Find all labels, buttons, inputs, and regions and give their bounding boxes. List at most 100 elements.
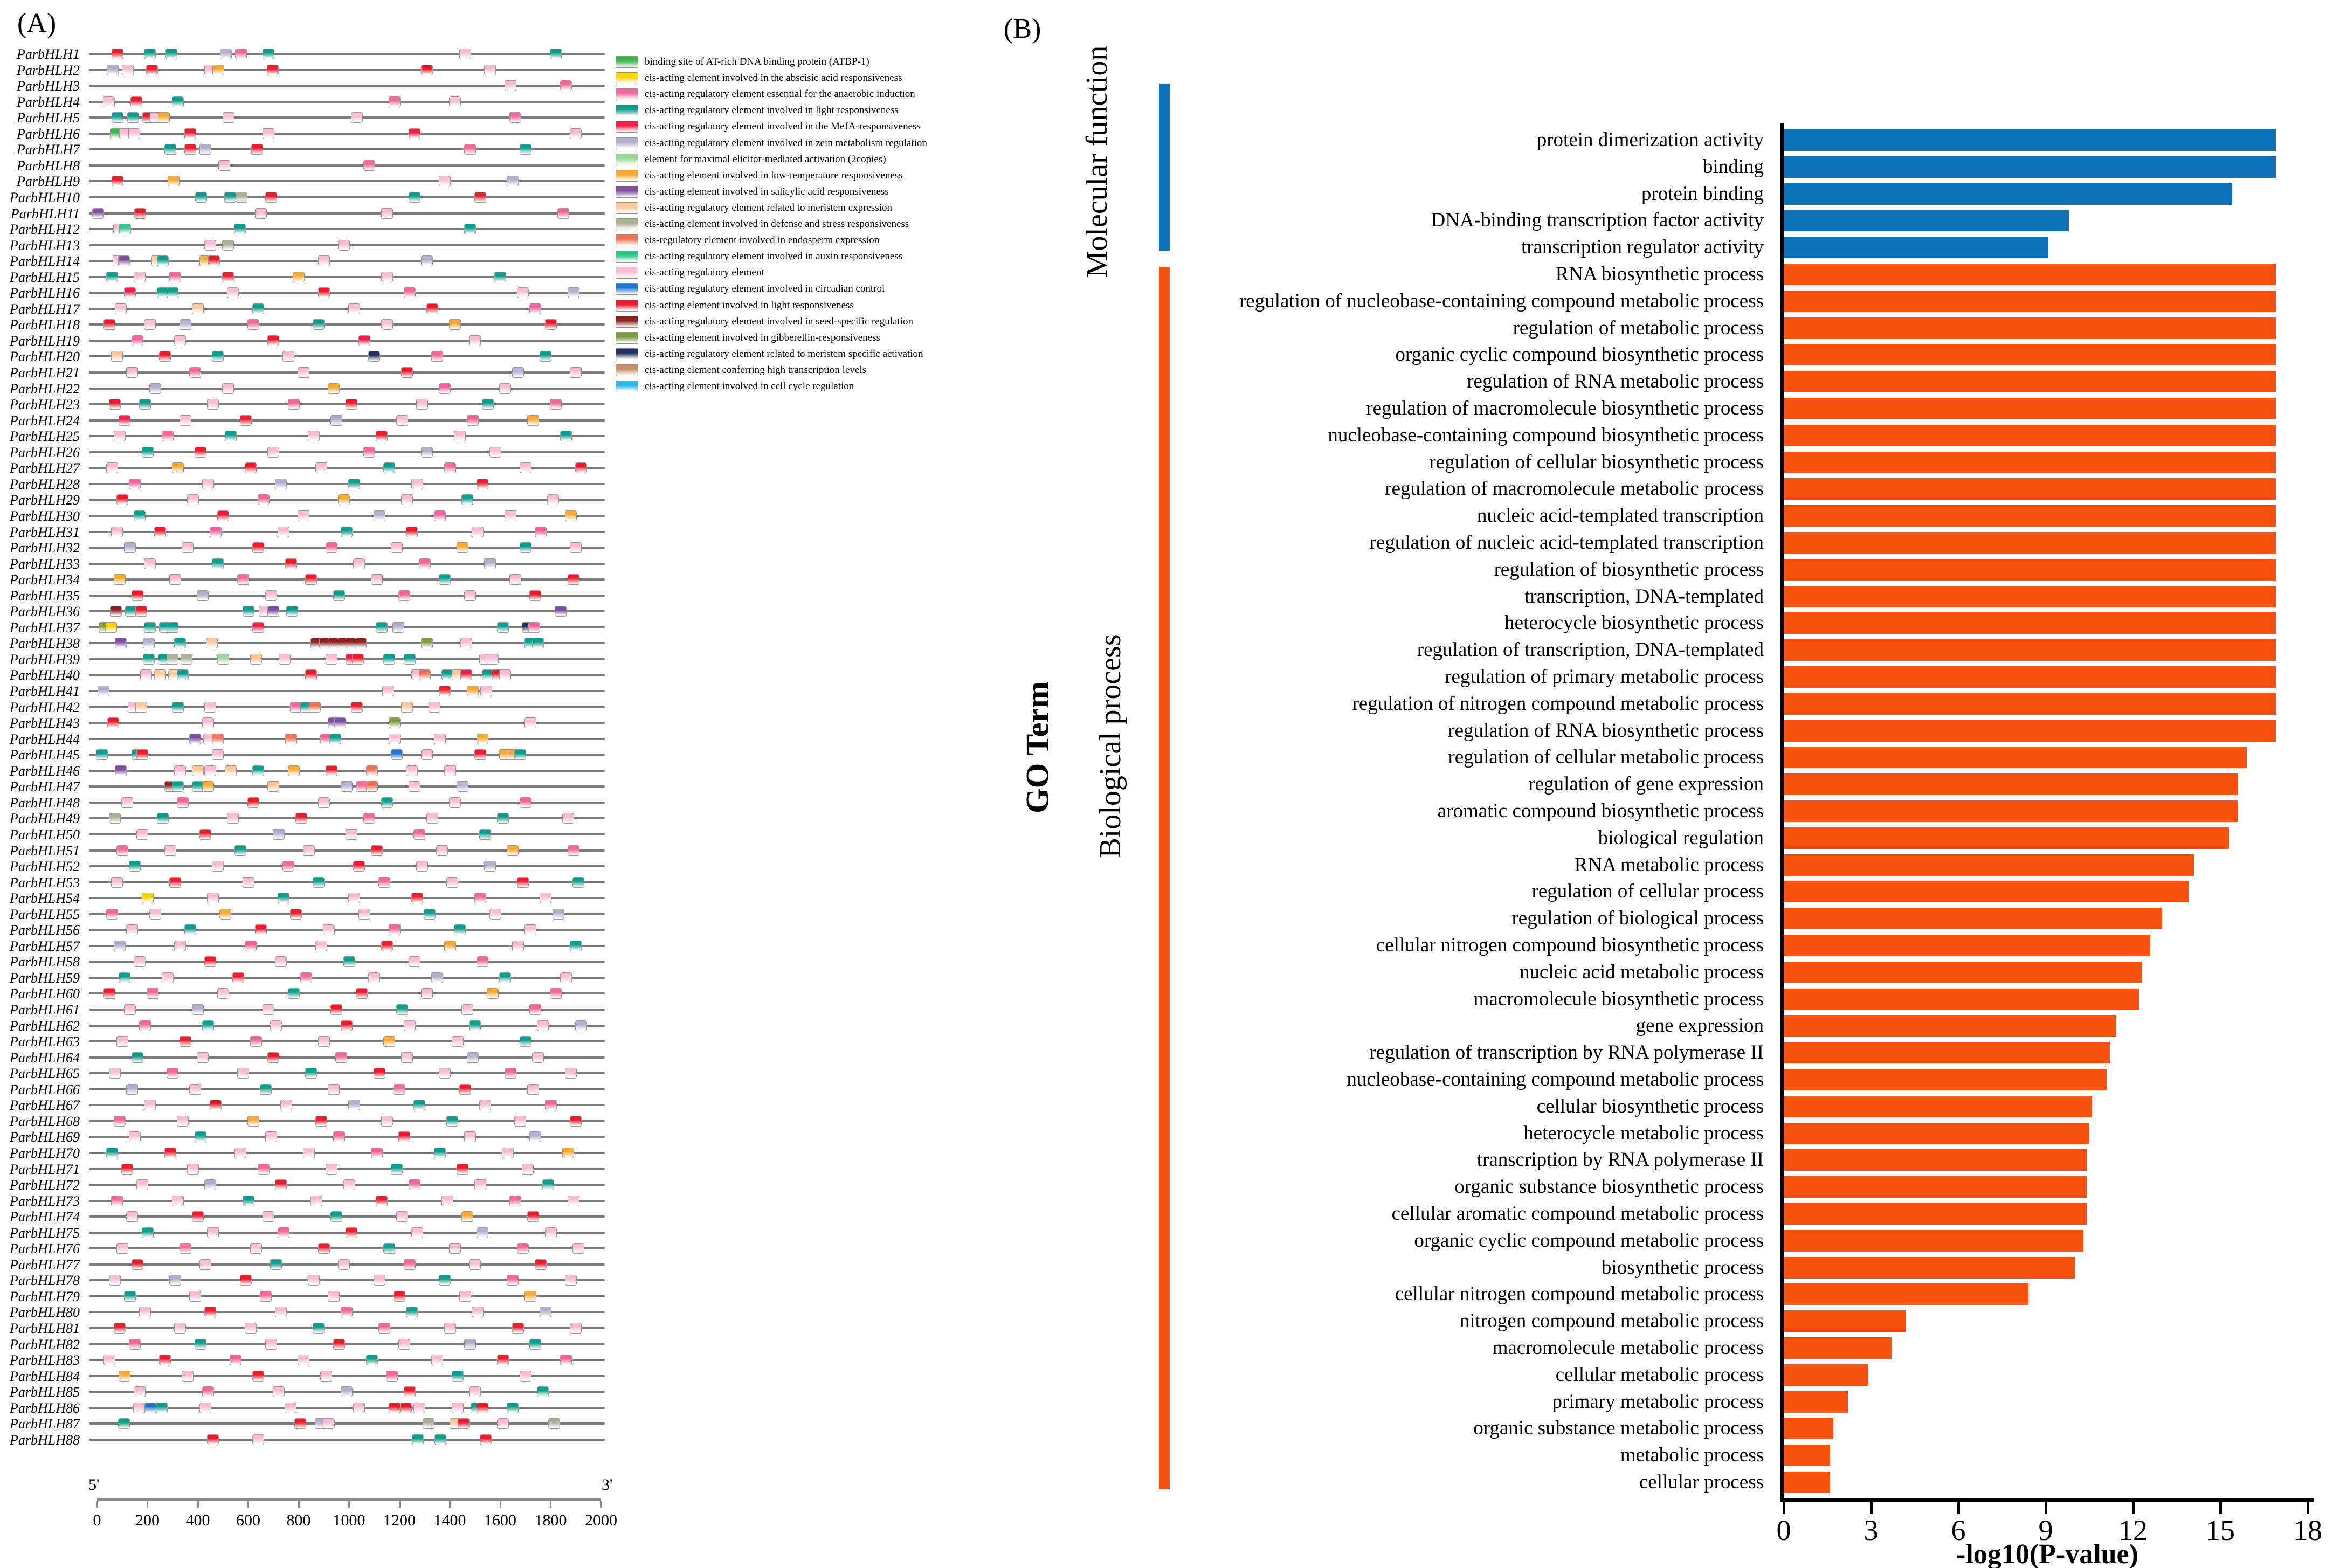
- gene-line: [89, 865, 605, 868]
- cis-element-motif: [165, 49, 178, 59]
- cis-element-motif: [570, 542, 582, 554]
- x-axis-title: -log10(P-value): [1956, 1539, 2138, 1568]
- gene-line: [89, 132, 605, 135]
- cis-element-motif: [409, 956, 421, 968]
- cis-element-motif: [471, 526, 484, 537]
- cis-element-motif: [114, 574, 126, 585]
- cis-element-motif: [141, 893, 154, 904]
- legend-label: cis-acting element involved in light res…: [645, 299, 854, 311]
- cis-element-motif: [116, 1243, 128, 1254]
- cis-element-motif: [413, 828, 426, 840]
- cis-element-motif: [340, 781, 353, 792]
- cis-element-motif: [250, 1036, 262, 1047]
- cis-element-motif: [484, 64, 496, 75]
- cis-element-motif: [388, 924, 401, 936]
- cis-element-motif: [313, 1323, 325, 1334]
- cis-element-motif: [474, 749, 486, 761]
- cis-element-motif: [111, 1195, 123, 1206]
- gene-name: ParbHLH12: [9, 222, 80, 238]
- cis-element-motif: [128, 128, 141, 139]
- gene-line: [89, 164, 605, 167]
- go-term-label: regulation of gene expression: [1528, 773, 1764, 796]
- go-term-label: regulation of cellular biosynthetic proc…: [1429, 451, 1764, 473]
- go-bar: [1784, 908, 2162, 930]
- go-term-label: regulation of primary metabolic process: [1445, 666, 1764, 688]
- cis-element-motif: [305, 574, 317, 585]
- cis-element-motif: [504, 510, 516, 521]
- cis-element-motif: [267, 781, 280, 792]
- cis-element-motif: [373, 1068, 385, 1079]
- cis-element-motif: [570, 940, 582, 951]
- cis-element-motif: [134, 1386, 146, 1398]
- cis-element-motif: [389, 1402, 401, 1413]
- cis-element-motif: [141, 446, 154, 458]
- cis-element-motif: [549, 49, 562, 59]
- cis-element-motif: [169, 1275, 181, 1286]
- gene-row: ParbHLH74: [0, 1209, 615, 1233]
- gene-row: ParbHLH7: [0, 142, 615, 165]
- go-term-label: cellular aromatic compound metabolic pro…: [1391, 1203, 1764, 1225]
- legend-label: cis-acting regulatory element involved i…: [645, 137, 927, 149]
- cis-element-motif: [212, 351, 224, 362]
- gene-name: ParbHLH18: [9, 317, 80, 333]
- ruler-tick-label: 1200: [383, 1511, 416, 1529]
- cis-element-motif: [529, 1131, 542, 1143]
- cis-element-motif: [325, 542, 337, 554]
- ruler-tick-label: 400: [185, 1511, 210, 1529]
- go-term-label: transcription by RNA polymerase II: [1476, 1149, 1764, 1171]
- cis-element-motif: [105, 621, 117, 633]
- cis-element-motif: [548, 1418, 561, 1429]
- go-term-label: transcription regulator activity: [1521, 236, 1764, 259]
- cis-element-motif: [217, 988, 229, 999]
- cis-element-motif: [141, 1227, 154, 1238]
- cis-element-motif: [517, 876, 529, 888]
- gene-name: ParbHLH42: [9, 699, 80, 715]
- cis-element-motif: [477, 733, 489, 744]
- cis-element-motif: [507, 845, 519, 856]
- cis-element-motif: [199, 144, 212, 155]
- gene-name: ParbHLH14: [9, 253, 80, 270]
- cis-element-motif: [103, 988, 116, 999]
- cis-element-motif: [406, 526, 418, 537]
- cis-element-motif: [368, 351, 381, 362]
- go-bar: [1784, 1069, 2107, 1090]
- cis-element-motif: [564, 1275, 577, 1286]
- go-term-label: regulation of cellular process: [1531, 880, 1764, 903]
- cis-element-motif: [293, 271, 305, 282]
- cis-element-motif: [204, 239, 217, 251]
- cis-element-motif: [207, 399, 219, 410]
- ruler-tick: [247, 1501, 249, 1508]
- gene-line: [89, 1040, 605, 1043]
- cis-element-motif: [176, 669, 189, 681]
- cis-element-motif: [106, 64, 119, 75]
- go-term-label: regulation of RNA biosynthetic process: [1448, 719, 1764, 742]
- cis-element-motif: [527, 1083, 539, 1095]
- cis-element-motif: [118, 1418, 130, 1429]
- legend-label: cis-acting element involved in cell cycl…: [645, 381, 854, 392]
- gene-line: [89, 992, 605, 995]
- cis-element-motif: [298, 510, 310, 521]
- x-axis-tick: [2306, 1502, 2309, 1514]
- go-bar: [1784, 800, 2238, 822]
- gene-row: ParbHLH17: [0, 301, 615, 325]
- gene-row: ParbHLH57: [0, 938, 615, 962]
- go-bar: [1784, 1283, 2028, 1305]
- cis-element-motif: [560, 431, 572, 442]
- cis-element-motif: [167, 287, 179, 299]
- cis-element-motif: [266, 64, 279, 75]
- cis-element-motif: [254, 208, 267, 219]
- cis-element-motif: [167, 653, 179, 665]
- cis-element-motif: [464, 590, 476, 601]
- legend-label: cis-regulatory element involved in endos…: [645, 234, 880, 246]
- cis-element-motif: [108, 1068, 121, 1079]
- legend-swatch: [616, 315, 638, 328]
- gene-line: [89, 307, 605, 310]
- cis-element-motif: [270, 1259, 282, 1270]
- cis-element-motif: [262, 128, 274, 139]
- go-term-label: regulation of transcription, DNA-templat…: [1417, 639, 1764, 661]
- gene-line: [89, 944, 605, 947]
- go-bar: [1784, 1203, 2087, 1225]
- go-bar: [1784, 451, 2276, 473]
- gene-name: ParbHLH2: [16, 62, 80, 78]
- cis-element-motif: [474, 893, 486, 904]
